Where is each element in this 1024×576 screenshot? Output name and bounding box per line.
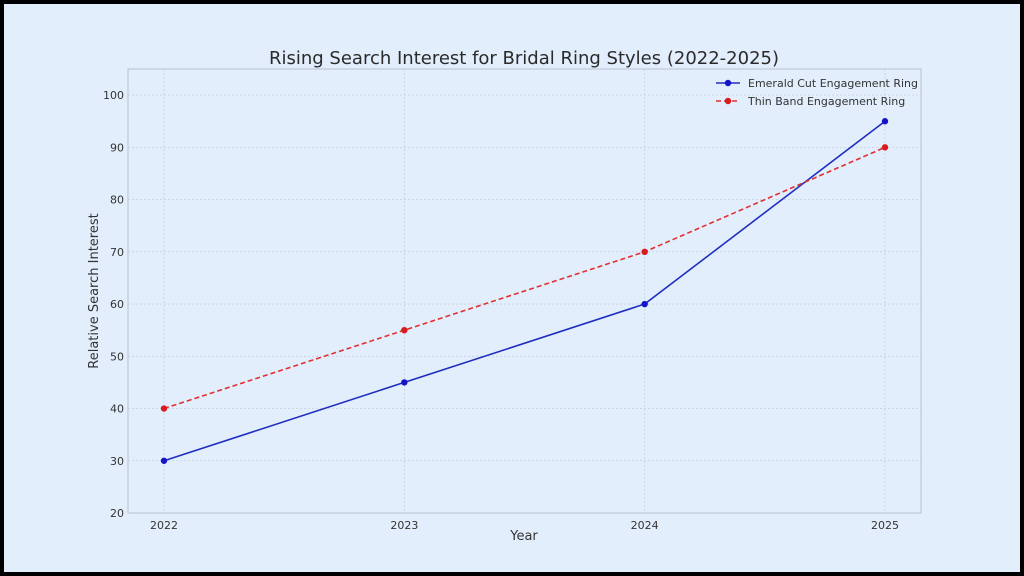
- series-line: [163, 146, 886, 410]
- y-axis-ticks: 20 30 40 50 60 70 80 90 100: [103, 89, 124, 520]
- data-point: [401, 379, 408, 386]
- y-tick-label: 80: [110, 194, 124, 207]
- grid-lines: [128, 69, 921, 514]
- y-tick-label: 90: [110, 141, 124, 154]
- legend-label-thin-band: Thin Band Engagement Ring: [747, 95, 905, 108]
- y-tick-label: 40: [110, 403, 124, 416]
- legend: Emerald Cut Engagement Ring Thin Band En…: [716, 77, 918, 108]
- series-line: [163, 120, 886, 462]
- y-axis-label: Relative Search Interest: [87, 213, 102, 368]
- series-layer: [160, 118, 889, 464]
- legend-label-emerald-cut: Emerald Cut Engagement Ring: [748, 77, 918, 90]
- chart-title: Rising Search Interest for Bridal Ring S…: [269, 48, 779, 69]
- x-tick-label: 2025: [871, 519, 899, 532]
- x-axis-ticks: 2022 2023 2024 2025: [150, 519, 899, 532]
- x-axis-label: Year: [509, 529, 538, 544]
- y-tick-label: 70: [110, 246, 124, 259]
- line-chart: 20 30 40 50 60 70 80 90 100 2022 2023 2024 2025 Ris…: [87, 48, 922, 544]
- data-point: [160, 405, 168, 412]
- data-point: [641, 300, 648, 308]
- y-tick-label: 60: [110, 298, 124, 311]
- y-tick-label: 50: [110, 350, 124, 363]
- legend-marker-thin-band: [724, 97, 732, 105]
- x-tick-label: 2024: [631, 519, 659, 532]
- plot-area: [127, 68, 922, 514]
- data-point: [641, 248, 648, 256]
- chart-figure: 20 30 40 50 60 70 80 90 100 2022 2023 2024 2025 Ris…: [4, 4, 1020, 572]
- y-tick-label: 30: [110, 455, 124, 468]
- x-tick-label: 2023: [390, 519, 418, 532]
- x-tick-label: 2022: [150, 519, 178, 532]
- y-tick-label: 20: [110, 507, 124, 520]
- data-point: [881, 144, 889, 151]
- legend-marker-emerald-cut: [724, 79, 732, 87]
- data-point: [881, 118, 889, 125]
- y-tick-label: 100: [103, 89, 124, 102]
- data-point: [160, 457, 168, 464]
- data-point: [401, 326, 408, 334]
